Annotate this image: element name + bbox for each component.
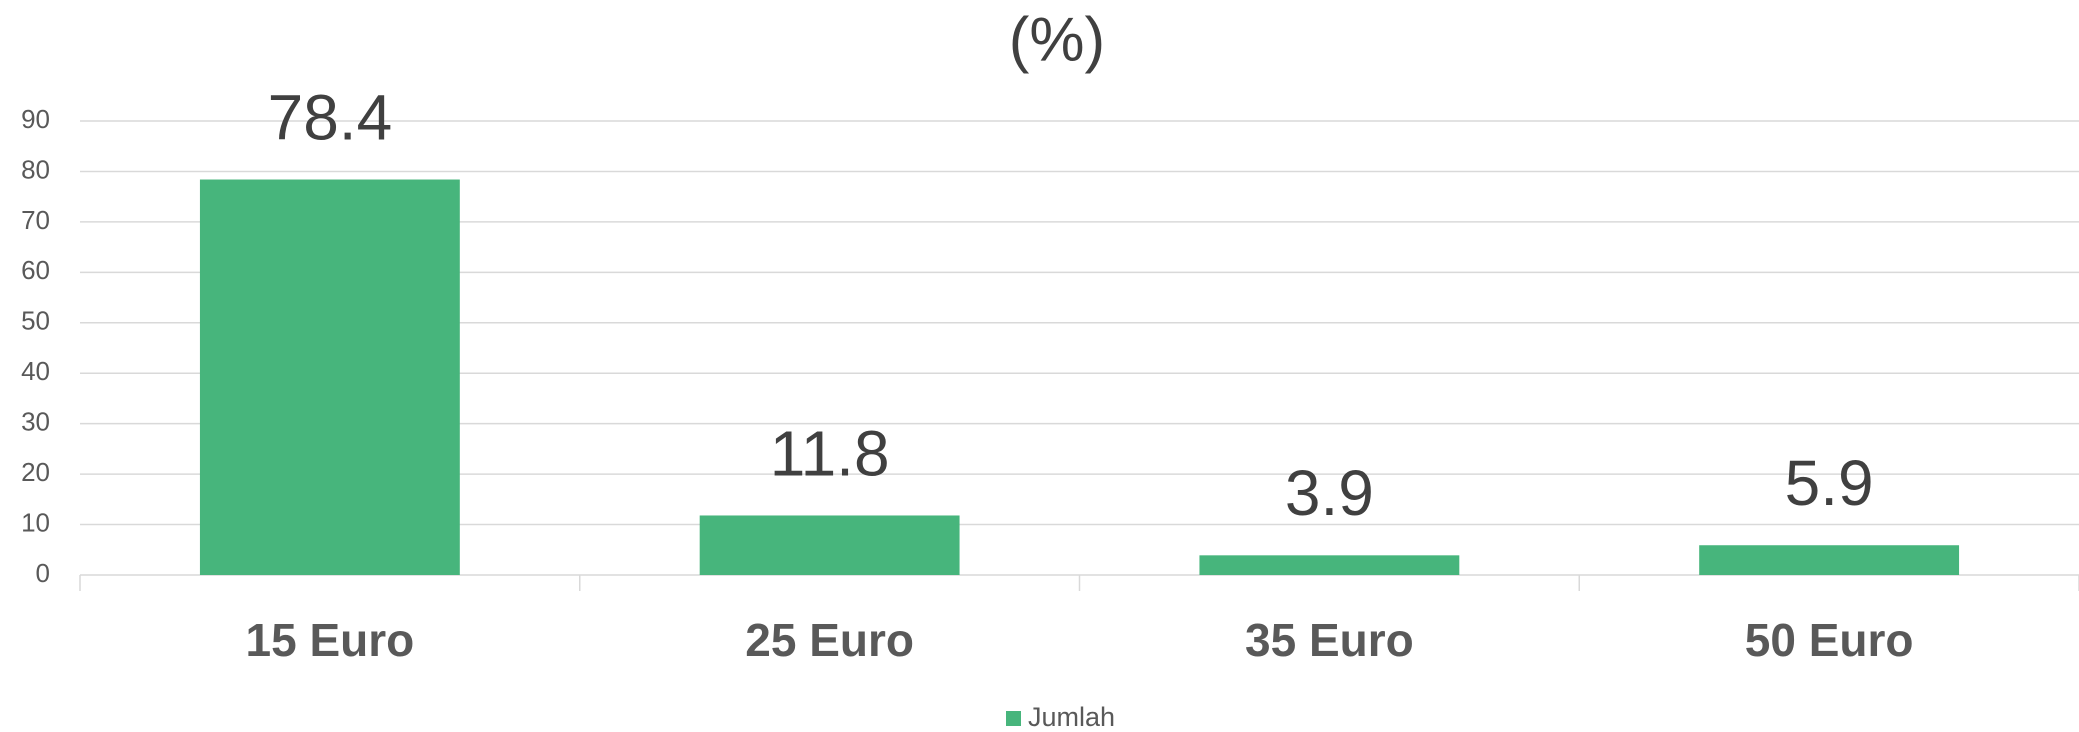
data-label: 5.9 [1785,447,1874,519]
y-tick-label: 40 [21,356,50,386]
y-tick-label: 50 [21,306,50,336]
y-tick-label: 10 [21,507,50,537]
y-tick-label: 20 [21,457,50,487]
y-tick-label: 60 [21,255,50,285]
legend-label: Jumlah [1028,702,1115,732]
data-label: 3.9 [1285,457,1374,529]
bar [199,179,460,575]
data-label: 11.8 [770,417,890,489]
y-tick-label: 0 [36,558,50,588]
y-tick-label: 80 [21,154,50,184]
y-tick-label: 70 [21,205,50,235]
legend-swatch [1006,711,1021,726]
x-tick-label: 25 Euro [745,614,914,666]
x-tick-label: 50 Euro [1745,614,1914,666]
bar [699,515,960,575]
x-tick-label: 15 Euro [246,614,415,666]
y-tick-label: 90 [21,104,50,134]
x-tick-label: 35 Euro [1245,614,1414,666]
bar [1199,555,1460,575]
chart-title: (%) [1009,5,1105,74]
y-tick-label: 30 [21,407,50,437]
data-label: 78.4 [268,81,393,153]
bar [1699,545,1960,575]
